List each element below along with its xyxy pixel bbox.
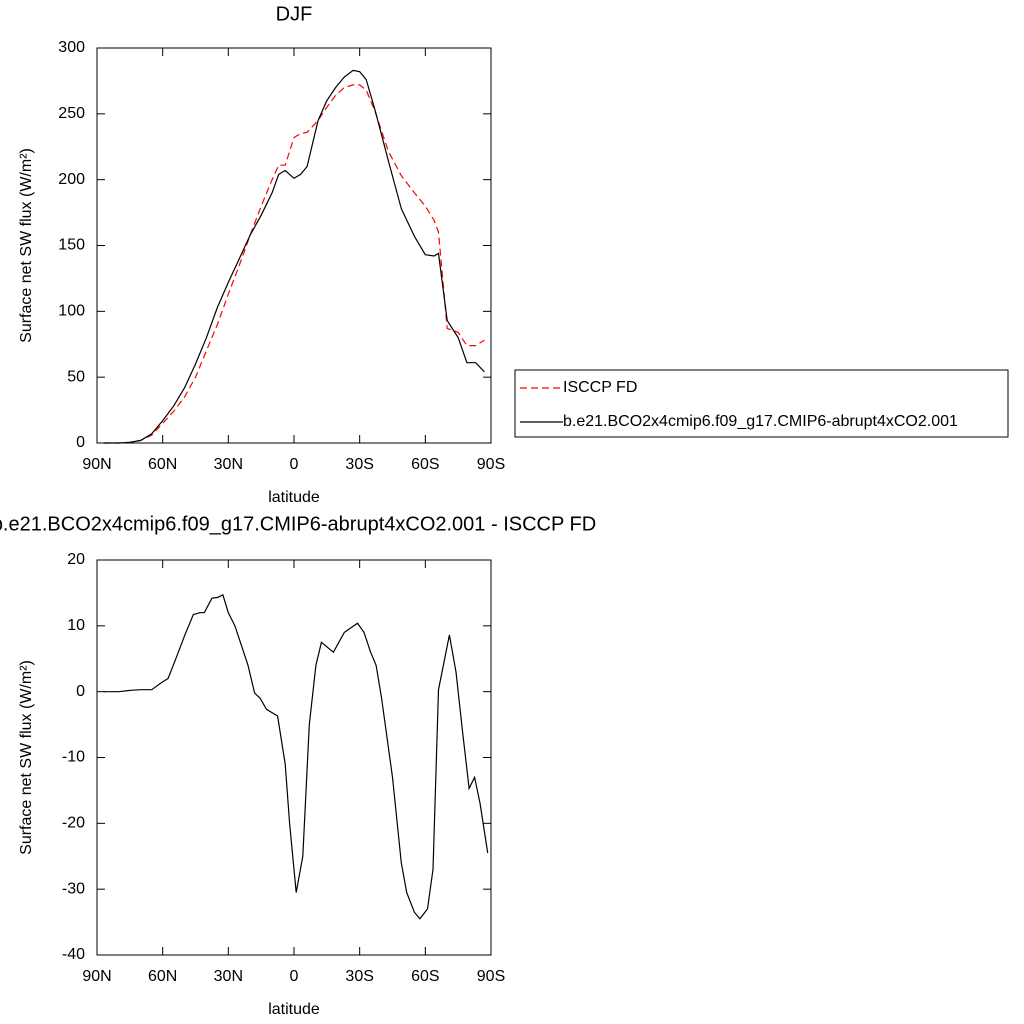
chart-title: DJF xyxy=(276,3,313,25)
x-tick-label: 90S xyxy=(477,968,505,985)
x-tick-label: 90N xyxy=(82,968,111,985)
x-tick-label: 0 xyxy=(290,456,299,473)
plot-frame xyxy=(96,47,492,444)
x-axis-label: latitude xyxy=(268,489,320,506)
x-tick-label: 0 xyxy=(290,968,299,985)
chart-title: b.e21.BCO2x4cmip6.f09_g17.CMIP6-abrupt4x… xyxy=(0,513,596,535)
data-line xyxy=(103,84,485,444)
legend-label: ISCCP FD xyxy=(563,379,637,396)
x-tick-label: 60N xyxy=(148,456,177,473)
y-axis-label: Surface net SW flux (W/m²) xyxy=(18,660,35,855)
x-tick-label: 60S xyxy=(411,456,439,473)
y-tick-label: 0 xyxy=(76,683,85,700)
y-tick-label: 100 xyxy=(58,303,85,320)
data-line xyxy=(103,594,489,920)
legend-label: b.e21.BCO2x4cmip6.f09_g17.CMIP6-abrupt4x… xyxy=(563,413,958,430)
plot-frame xyxy=(96,559,492,956)
x-tick-label: 30S xyxy=(345,968,373,985)
y-tick-label: 0 xyxy=(76,434,85,451)
y-tick-label: -40 xyxy=(62,946,85,963)
y-tick-label: 300 xyxy=(58,39,85,56)
x-tick-label: 60S xyxy=(411,968,439,985)
x-tick-label: 60N xyxy=(148,968,177,985)
y-tick-label: 250 xyxy=(58,105,85,122)
x-tick-label: 90N xyxy=(82,456,111,473)
x-tick-label: 90S xyxy=(477,456,505,473)
x-tick-label: 30S xyxy=(345,456,373,473)
y-tick-label: -20 xyxy=(62,815,85,832)
x-tick-label: 30N xyxy=(214,456,243,473)
y-tick-label: 10 xyxy=(67,617,85,634)
y-tick-label: -10 xyxy=(62,749,85,766)
y-tick-label: -30 xyxy=(62,880,85,897)
y-tick-label: 200 xyxy=(58,171,85,188)
y-axis-label: Surface net SW flux (W/m²) xyxy=(18,148,35,343)
data-line xyxy=(103,69,485,444)
legend-box xyxy=(514,369,1009,438)
y-tick-label: 20 xyxy=(67,551,85,568)
x-axis-label: latitude xyxy=(268,1001,320,1018)
y-tick-label: 150 xyxy=(58,237,85,254)
y-tick-label: 50 xyxy=(67,368,85,385)
x-tick-label: 30N xyxy=(214,968,243,985)
